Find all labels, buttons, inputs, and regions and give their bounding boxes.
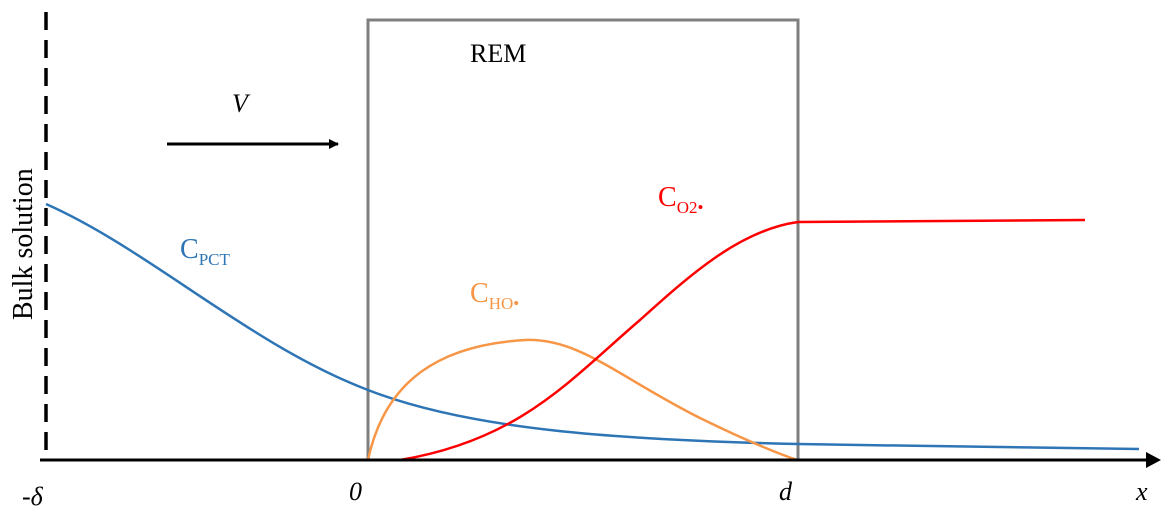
pct-curve-label-sub: PCT — [199, 250, 231, 269]
velocity-label: V — [232, 89, 251, 118]
pct-concentration-curve — [45, 202, 1140, 451]
tick-minus-delta-label: -δ — [22, 482, 44, 511]
o2-curve-label: CO2• — [658, 182, 703, 217]
ho-curve-label-sub: HO• — [489, 294, 520, 313]
x-axis-label: x — [1135, 477, 1148, 506]
bulk-solution-label: Bulk solution — [8, 168, 39, 320]
x-axis-arrowhead — [1146, 452, 1161, 468]
ho-concentration-curve — [366, 338, 799, 462]
o2-curve-label-main: C — [658, 182, 677, 213]
ho-curve-label: CHO• — [470, 278, 519, 313]
pct-curve-label: CPCT — [180, 234, 230, 269]
pct-curve-label-main: C — [180, 234, 199, 265]
rem-region-box — [366, 18, 800, 462]
ho-curve-label-main: C — [470, 278, 489, 309]
tick-d-label: d — [779, 477, 793, 506]
o2-curve-label-sub: O2• — [677, 198, 704, 217]
o2-concentration-curve — [399, 218, 1086, 462]
tick-zero-label: 0 — [349, 477, 362, 506]
rem-label: REM — [470, 39, 526, 68]
